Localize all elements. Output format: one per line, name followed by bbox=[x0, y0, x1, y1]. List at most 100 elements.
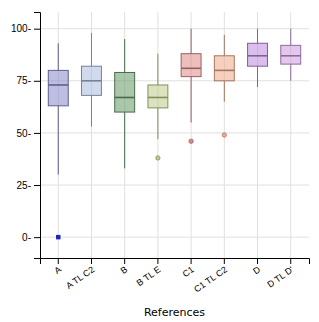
x-tick-mark bbox=[91, 258, 92, 264]
median bbox=[214, 70, 234, 72]
y-tick: 0- bbox=[22, 232, 40, 243]
median bbox=[281, 55, 301, 57]
chart-svg: 0- 25- 50- 75- 100- AA TL C2 B B TL E C1C1 TL C2… bbox=[0, 0, 319, 322]
box bbox=[48, 43, 68, 174]
grid-line-x bbox=[91, 12, 92, 258]
whisker-high bbox=[157, 54, 158, 85]
x-tick: A bbox=[52, 258, 63, 276]
whisker-low bbox=[91, 95, 92, 126]
whisker-high bbox=[91, 33, 92, 66]
x-axis-title: References bbox=[144, 306, 205, 319]
box bbox=[115, 39, 135, 168]
y-tick: 50- bbox=[17, 128, 40, 139]
grid-line-x bbox=[191, 12, 192, 258]
whisker-high bbox=[124, 39, 125, 72]
x-tick: B TL E bbox=[135, 258, 163, 288]
grid bbox=[40, 12, 309, 258]
box bbox=[281, 29, 301, 81]
x-tick-label: B TL E bbox=[135, 264, 163, 288]
x-tick: D TL D' bbox=[265, 258, 295, 290]
x-tick-label: C1 TL C2 bbox=[192, 264, 229, 294]
x-tick-label: B bbox=[119, 264, 130, 276]
median bbox=[82, 80, 102, 82]
y-tick-mark bbox=[34, 133, 40, 134]
box-body bbox=[148, 85, 168, 108]
point bbox=[56, 235, 60, 239]
whisker-low bbox=[257, 66, 258, 87]
outlier bbox=[156, 156, 160, 160]
y-tick-label: 25- bbox=[17, 180, 31, 191]
y-tick: 25- bbox=[17, 180, 40, 191]
whisker-high bbox=[257, 29, 258, 44]
box bbox=[214, 35, 234, 137]
box bbox=[82, 33, 102, 127]
plot-area: 0- 25- 50- 75- 100- AA TL C2 B B TL E C1C1 TL C2… bbox=[11, 12, 310, 294]
y-tick-mark bbox=[34, 237, 40, 238]
whisker-high bbox=[58, 43, 59, 70]
x-tick-label: A TL C2 bbox=[64, 264, 96, 291]
x-tick: A TL C2 bbox=[64, 258, 96, 291]
x-tick-label: C1 bbox=[181, 264, 196, 279]
box-body bbox=[82, 66, 102, 95]
box-body bbox=[214, 56, 234, 81]
x-tick-mark bbox=[157, 258, 158, 264]
grid-line-y bbox=[40, 80, 309, 81]
x-axis-line bbox=[41, 259, 310, 265]
x-tick-mark bbox=[290, 258, 291, 264]
whisker-high bbox=[191, 29, 192, 54]
box-body bbox=[281, 45, 301, 64]
x-tick: C1 bbox=[181, 258, 196, 279]
whisker-low bbox=[124, 112, 125, 168]
outlier bbox=[189, 139, 193, 143]
box-body bbox=[181, 54, 201, 77]
box bbox=[148, 54, 168, 160]
whisker-low bbox=[224, 81, 225, 102]
x-tick-label: D bbox=[251, 264, 262, 276]
x-tick-mark bbox=[224, 258, 225, 264]
grid-line-x bbox=[58, 12, 59, 258]
median bbox=[48, 84, 68, 86]
x-tick-mark bbox=[124, 258, 125, 264]
y-tick: 75- bbox=[17, 75, 40, 86]
x-tick: B bbox=[119, 258, 130, 276]
chart-container: 0- 25- 50- 75- 100- AA TL C2 B B TL E C1C1 TL C2… bbox=[0, 0, 319, 322]
median bbox=[248, 55, 268, 57]
y-tick-label: 75- bbox=[17, 75, 31, 86]
median bbox=[115, 97, 135, 99]
y-tick-mark bbox=[34, 185, 40, 186]
whisker-low bbox=[58, 106, 59, 175]
box bbox=[181, 29, 201, 144]
x-axis: AA TL C2 B B TL E C1C1 TL C2 DD TL D' bbox=[41, 258, 310, 294]
median bbox=[148, 97, 168, 99]
grid-line-y bbox=[40, 28, 309, 29]
median bbox=[181, 67, 201, 69]
whisker-low bbox=[157, 108, 158, 139]
box-body bbox=[48, 70, 68, 105]
y-axis-line bbox=[34, 13, 41, 259]
grid-line-y bbox=[40, 185, 309, 186]
x-tick-mark bbox=[58, 258, 59, 264]
x-tick-label: A bbox=[52, 264, 63, 276]
whisker-high bbox=[224, 35, 225, 56]
grid-line-y bbox=[40, 132, 309, 133]
grid-line-y bbox=[40, 237, 309, 238]
whisker-high bbox=[290, 29, 291, 46]
x-tick-label: D TL D' bbox=[265, 264, 295, 289]
y-tick-label: 50- bbox=[17, 128, 31, 139]
x-tick: D bbox=[251, 258, 262, 276]
y-tick-mark bbox=[34, 81, 40, 82]
y-tick-label: 0- bbox=[22, 232, 31, 243]
marks bbox=[48, 29, 300, 240]
whisker-low bbox=[191, 77, 192, 123]
outlier bbox=[222, 133, 226, 137]
whisker-low bbox=[290, 64, 291, 81]
grid-line-x bbox=[157, 12, 158, 258]
box-body bbox=[115, 72, 135, 112]
box-body bbox=[248, 43, 268, 66]
y-axis: 0- 25- 50- 75- 100- bbox=[11, 13, 41, 259]
y-tick-mark bbox=[34, 29, 40, 30]
grid-line-x bbox=[124, 12, 125, 258]
y-tick: 100- bbox=[11, 23, 40, 34]
y-tick-label: 100- bbox=[11, 23, 31, 34]
x-tick-mark bbox=[191, 258, 192, 264]
